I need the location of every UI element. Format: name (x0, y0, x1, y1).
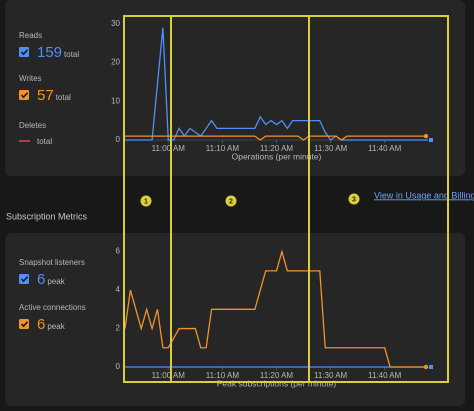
legend-unit: total (56, 93, 71, 102)
legend-value: 6 (37, 316, 45, 333)
x-tick-label: 11:10 AM (206, 144, 240, 153)
end-marker (423, 133, 429, 139)
y-tick-label: 10 (111, 96, 120, 105)
legend-label: Deletes (19, 121, 46, 130)
end-marker (429, 138, 433, 142)
legend-checkbox[interactable] (19, 47, 29, 57)
checkmark (20, 92, 29, 99)
x-tick-label: 11:20 AM (260, 144, 294, 153)
annotation-number: 3 (352, 196, 356, 203)
checkmark (20, 49, 29, 56)
subscription-panel (5, 233, 465, 406)
legend-label: Reads (19, 31, 42, 40)
legend-checkbox[interactable] (19, 90, 29, 100)
series-line (124, 249, 428, 368)
y-tick-label: 6 (116, 247, 121, 256)
x-tick-label: 11:30 AM (314, 144, 348, 153)
legend-unit: total (64, 50, 79, 59)
annotation-number: 2 (229, 198, 233, 205)
x-tick-label: 11:40 AM (368, 144, 402, 153)
annotation-badge (225, 195, 237, 207)
annotation-number: 1 (144, 198, 148, 205)
legend-value: 6 (37, 271, 45, 288)
x-axis-title: Operations (per minute) (232, 151, 322, 161)
y-tick-label: 0 (116, 362, 121, 371)
legend-checkbox[interactable] (19, 319, 29, 329)
legend-unit: peak (47, 322, 65, 331)
annotation-overlay: 1 2 3 (123, 15, 449, 383)
legend-value: 57 (37, 87, 54, 104)
y-tick-label: 0 (116, 135, 121, 144)
y-tick-label: 2 (116, 324, 121, 333)
legend-label: Writes (19, 74, 42, 83)
legend-value: 159 (37, 44, 62, 61)
x-tick-label: 11:20 AM (260, 371, 294, 380)
legend-unit: total (37, 137, 52, 146)
legend-label: Active connections (19, 303, 86, 312)
series-line (125, 135, 428, 141)
x-tick-label: 11:40 AM (368, 371, 402, 380)
x-tick-label: 11:00 AM (152, 371, 186, 380)
checkmark (20, 276, 29, 283)
highlight-box (123, 15, 449, 383)
annotation-badge (140, 195, 152, 207)
legend-label: Snapshot listeners (19, 258, 85, 267)
x-axis-title: Peak subscriptions (per minute) (217, 378, 337, 388)
end-marker (429, 365, 433, 369)
usage-panel (5, 0, 465, 176)
y-tick-label: 30 (111, 19, 120, 28)
x-tick-label: 11:30 AM (314, 371, 348, 380)
y-tick-label: 20 (111, 58, 120, 67)
annotation-badge (348, 193, 360, 205)
section-title: Subscription Metrics (6, 211, 88, 221)
y-tick-label: 4 (116, 285, 121, 294)
legend-checkbox[interactable] (19, 274, 29, 284)
x-tick-label: 11:10 AM (206, 371, 240, 380)
legend-unit: peak (47, 277, 65, 286)
end-marker (423, 364, 429, 370)
checkmark (20, 321, 29, 328)
x-tick-label: 11:00 AM (152, 144, 186, 153)
usage-billing-link[interactable]: View in Usage and Billing (374, 190, 474, 200)
